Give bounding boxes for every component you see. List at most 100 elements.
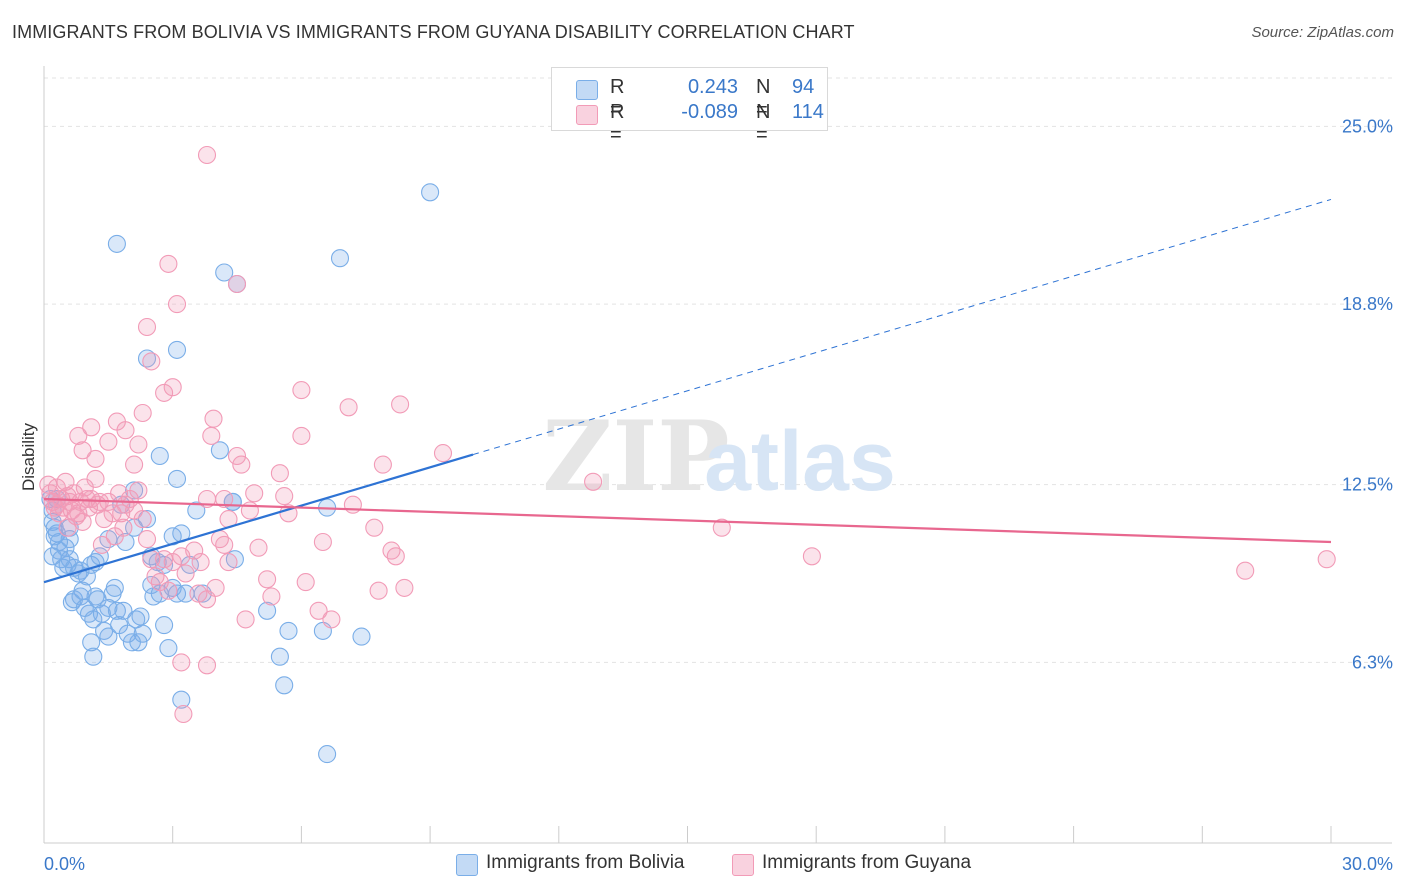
bolivia-point (125, 481, 144, 500)
bolivia-point (107, 234, 126, 253)
r-value: -0.089 (681, 101, 738, 123)
guyana-point (802, 547, 821, 566)
bolivia-point (172, 690, 191, 709)
y-axis-label: Disability (19, 422, 38, 491)
guyana-point (227, 446, 247, 466)
axes: Disability (19, 66, 1392, 844)
bolivia-point (105, 578, 124, 597)
guyana-point (1317, 550, 1336, 569)
bolivia-point (318, 745, 337, 764)
bolivia-point (421, 183, 440, 202)
guyana-point (159, 581, 178, 600)
bolivia-point (330, 249, 350, 268)
bolivia-point (167, 340, 187, 359)
guyana-point (73, 441, 92, 460)
bolivia-point (150, 446, 169, 466)
bolivia-trend-extension (472, 198, 1332, 456)
bolivia-point (215, 263, 234, 282)
guyana-point (133, 510, 152, 529)
guyana-point (197, 145, 217, 165)
legend-label-bolivia: Immigrants from Bolivia (486, 852, 685, 873)
bolivia-point (167, 469, 187, 488)
guyana-point (197, 656, 217, 675)
guyana-point (433, 444, 453, 463)
legend-swatch-bolivia (576, 80, 598, 100)
guyana-point (204, 409, 223, 428)
guyana-point (159, 254, 178, 273)
bolivia-point (82, 633, 101, 652)
guyana-point (99, 432, 118, 451)
n-value: 114 (792, 101, 824, 123)
bolivia-point (279, 621, 298, 640)
guyana-point (227, 274, 247, 294)
guyana-point (125, 455, 144, 474)
chart-title: IMMIGRANTS FROM BOLIVIA VS IMMIGRANTS FR… (12, 22, 855, 42)
bolivia-point (187, 501, 206, 520)
guyana-point (232, 455, 251, 474)
guyana-point (82, 418, 101, 437)
legend-swatch-bolivia (456, 854, 478, 876)
guyana-point (202, 426, 221, 445)
x-tick-label: 0.0% (44, 854, 85, 874)
guyana-point (133, 403, 152, 423)
guyana-point (47, 478, 66, 497)
bolivia-point (210, 441, 229, 460)
bolivia-point (60, 550, 79, 569)
guyana-point (373, 455, 392, 474)
bolivia-point (107, 601, 126, 620)
guyana-point (172, 653, 191, 672)
bolivia-point (131, 607, 150, 626)
guyana-point (174, 704, 193, 724)
guyana-point (176, 564, 195, 583)
bolivia-point (137, 510, 157, 529)
y-tick-label: 12.5% (1342, 475, 1393, 495)
bolivia-point (86, 587, 105, 606)
guyana-point (258, 570, 277, 589)
guyana-point (1236, 561, 1255, 580)
guyana-point (270, 464, 289, 483)
guyana-point (386, 547, 405, 566)
bolivia-point (84, 647, 103, 666)
guyana-point (365, 518, 384, 537)
y-tick-label: 18.8% (1342, 294, 1393, 314)
x-tick-label: 30.0% (1342, 854, 1393, 874)
n-label: N = (756, 101, 771, 146)
guyana-point (185, 541, 204, 560)
guyana-point (391, 395, 410, 414)
guyana-point (86, 469, 105, 488)
guyana-point (137, 530, 157, 549)
guyana-point (69, 504, 88, 523)
bolivia-point (77, 567, 96, 586)
bolivia-point (258, 601, 277, 620)
y-tick-label: 25.0% (1342, 116, 1393, 136)
guyana-point (292, 426, 311, 445)
trend-lines (43, 198, 1332, 584)
guyana-point (163, 378, 182, 397)
guyana-point (245, 484, 264, 503)
guyana-point (69, 426, 88, 445)
guyana-point (129, 481, 148, 500)
r-label: R = (610, 101, 625, 146)
legend-swatch-guyana (576, 105, 598, 125)
guyana-point (129, 435, 148, 454)
guyana-point (236, 610, 255, 629)
guyana-point (343, 495, 362, 514)
guyana-point (369, 581, 388, 600)
guyana-point (584, 472, 603, 491)
guyana-point (262, 587, 281, 606)
bolivia-trend-line (43, 453, 474, 584)
guyana-point (313, 532, 332, 552)
guyana-point (116, 421, 135, 440)
guyana-point (206, 578, 225, 597)
data-points (39, 145, 1336, 764)
correlation-legend: R = 0.243 N = 94 R = -0.089 N = 114 (551, 67, 828, 146)
watermark-atlas: atlas (704, 414, 895, 508)
guyana-point (395, 578, 414, 597)
guyana-point (249, 538, 268, 557)
guyana-point (292, 381, 311, 400)
guyana-point (240, 501, 259, 520)
bolivia-point (159, 639, 178, 658)
bolivia-point (116, 532, 135, 552)
tick-labels: 6.3% 12.5% 18.8% 25.0% 0.0% 30.0% (44, 116, 1393, 874)
bolivia-point (133, 624, 152, 643)
